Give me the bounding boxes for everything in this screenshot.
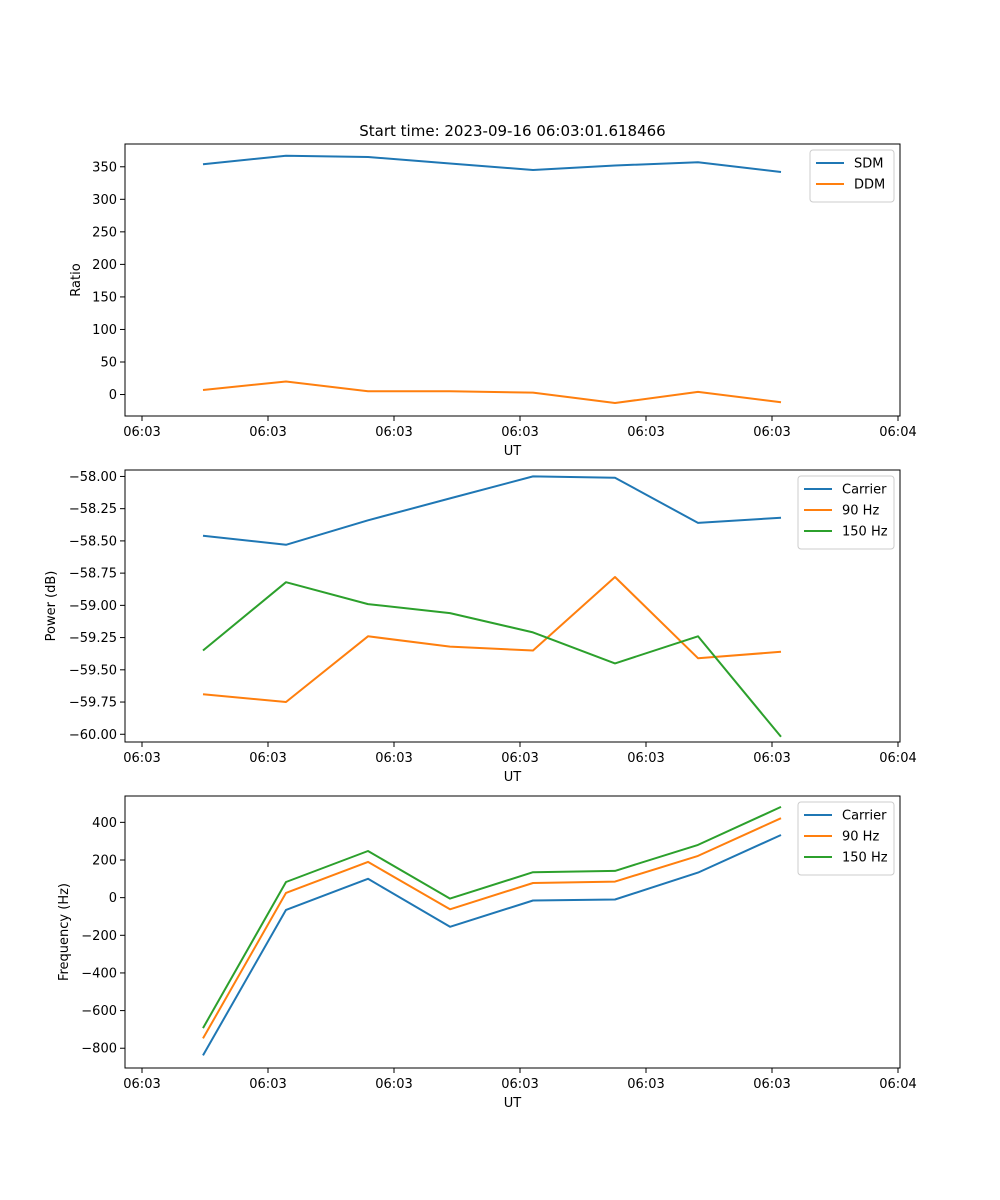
y-tick-label: −400: [81, 966, 117, 981]
ratio-panel: Start time: 2023-09-16 06:03:01.618466 0…: [69, 122, 917, 459]
x-tick-label: 06:04: [879, 1077, 916, 1092]
y-tick-label: −800: [81, 1042, 117, 1057]
x-tick-label: 06:03: [501, 1077, 538, 1092]
frequency-plot: 06:03 06:03 06:03 06:03 06:03 06:03 06:04 −800 −…: [57, 795, 917, 1111]
y-tick-label: 350: [92, 160, 117, 175]
x-tick-label: 06:03: [123, 751, 160, 766]
x-tick-label: 06:03: [627, 425, 664, 440]
x-tick-label: 06:03: [627, 1077, 664, 1092]
series-line-sdm: [202, 154, 782, 173]
y-tick-label: 200: [92, 854, 117, 869]
y-tick-label: 50: [100, 355, 117, 370]
x-axis-label: UT: [504, 1096, 522, 1111]
y-tick-label: −600: [81, 1004, 117, 1019]
series-line-carrier: [202, 475, 782, 546]
x-tick-label: 06:03: [375, 751, 412, 766]
y-tick-label: 150: [92, 290, 117, 305]
axes-frame: [124, 143, 901, 417]
frequency-panel: 06:03 06:03 06:03 06:03 06:03 06:03 06:04 −800 −…: [57, 795, 917, 1111]
x-tick-label: 06:03: [627, 751, 664, 766]
x-tick-label: 06:03: [249, 751, 286, 766]
y-axis-label: Ratio: [69, 263, 84, 296]
legend-label: SDM: [854, 157, 883, 172]
legend-label: Carrier: [842, 483, 887, 498]
y-tick-label: −58.25: [69, 502, 117, 517]
x-tick-label: 06:03: [753, 751, 790, 766]
legend-label: 90 Hz: [842, 504, 879, 519]
y-tick-label: −59.25: [69, 631, 117, 646]
y-axis-label: Frequency (Hz): [57, 883, 72, 981]
y-tick-label: 200: [92, 258, 117, 273]
axes-frame: [124, 795, 901, 1069]
ratio-plot: 06:03 06:03 06:03 06:03 06:03 06:03 06:04 0 50 10…: [69, 143, 917, 459]
legend-label: Carrier: [842, 809, 887, 824]
legend: SDM DDM: [809, 149, 895, 203]
x-tick-label: 06:04: [879, 751, 916, 766]
x-tick-label: 06:03: [501, 751, 538, 766]
y-tick-label: 0: [109, 388, 117, 403]
x-tick-label: 06:03: [501, 425, 538, 440]
legend-label: 150 Hz: [842, 525, 888, 540]
y-tick-label: 300: [92, 193, 117, 208]
y-tick-label: −58.50: [69, 534, 117, 549]
power-plot: 06:03 06:03 06:03 06:03 06:03 06:03 06:04 −60.0…: [44, 469, 917, 785]
series-line-150-hz: [202, 805, 782, 1029]
legend: Carrier 90 Hz 150 Hz: [797, 475, 895, 550]
x-tick-label: 06:03: [375, 1077, 412, 1092]
y-tick-label: 250: [92, 225, 117, 240]
y-tick-label: −200: [81, 929, 117, 944]
legend-label: DDM: [854, 178, 885, 193]
axes-frame: [124, 469, 901, 743]
x-tick-label: 06:03: [375, 425, 412, 440]
y-tick-label: −58.75: [69, 567, 117, 582]
series-line-150-hz: [202, 581, 782, 738]
y-axis-label: Power (dB): [44, 571, 59, 642]
y-tick-label: −58.00: [69, 470, 117, 485]
x-tick-label: 06:03: [753, 1077, 790, 1092]
legend-label: 90 Hz: [842, 830, 879, 845]
x-tick-label: 06:04: [879, 425, 916, 440]
x-axis-label: UT: [504, 444, 522, 459]
x-tick-label: 06:03: [753, 425, 790, 440]
y-tick-label: −60.00: [69, 728, 117, 743]
series-line-90-hz: [202, 817, 782, 1039]
series-line-carrier: [202, 834, 782, 1056]
legend: Carrier 90 Hz 150 Hz: [797, 801, 895, 876]
y-tick-label: −59.00: [69, 599, 117, 614]
y-tick-label: 100: [92, 323, 117, 338]
y-tick-label: −59.50: [69, 663, 117, 678]
power-panel: 06:03 06:03 06:03 06:03 06:03 06:03 06:04 −60.0…: [44, 469, 917, 785]
series-line-ddm: [202, 380, 782, 404]
chart-title: Start time: 2023-09-16 06:03:01.618466: [359, 122, 665, 140]
y-tick-label: 0: [109, 891, 117, 906]
x-tick-label: 06:03: [123, 1077, 160, 1092]
x-tick-label: 06:03: [249, 1077, 286, 1092]
x-tick-label: 06:03: [249, 425, 286, 440]
y-tick-label: −59.75: [69, 696, 117, 711]
series-line-90-hz: [202, 576, 782, 703]
x-axis-label: UT: [504, 770, 522, 785]
x-tick-label: 06:03: [123, 425, 160, 440]
legend-label: 150 Hz: [842, 851, 888, 866]
y-tick-label: 400: [92, 816, 117, 831]
